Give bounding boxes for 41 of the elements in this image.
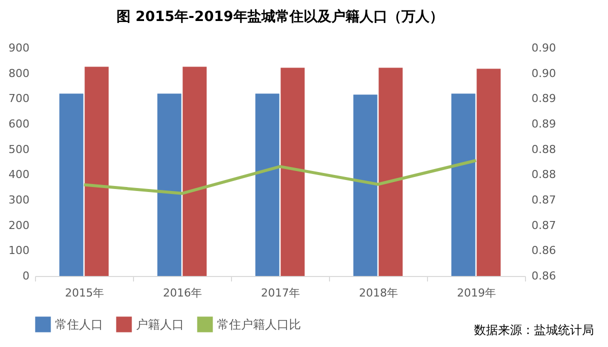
line-series xyxy=(82,158,478,195)
bar xyxy=(476,68,501,276)
legend-label: 户籍人口 xyxy=(136,317,184,332)
y2-tick-label: 0.90 xyxy=(532,66,556,80)
bar xyxy=(157,94,182,276)
y-tick-label: 100 xyxy=(8,244,30,258)
y-tick-label: 200 xyxy=(8,218,30,232)
x-tick-label: 2016年 xyxy=(163,286,202,300)
x-tick-label: 2019年 xyxy=(457,286,496,300)
y2-tick-label: 0.89 xyxy=(532,92,556,106)
y-tick-label: 300 xyxy=(8,194,30,206)
y2-tick-label: 0.86 xyxy=(532,244,556,258)
y-tick-label: 600 xyxy=(8,118,30,130)
bar xyxy=(378,68,403,276)
bar xyxy=(59,94,84,276)
x-tick-label: 2017年 xyxy=(261,286,300,300)
y-tick-label: 700 xyxy=(8,92,30,106)
y2-tick-label: 0.86 xyxy=(532,270,556,282)
y2-tick-label: 0.88 xyxy=(532,168,556,182)
y2-tick-label: 0.88 xyxy=(532,142,556,156)
x-tick-label: 2015年 xyxy=(65,286,104,300)
bar xyxy=(182,66,207,276)
y2-tick-label: 0.87 xyxy=(532,218,556,232)
y-tick-label: 0 xyxy=(22,270,30,282)
y2-tick-label: 0.87 xyxy=(532,194,556,206)
y-tick-label: 800 xyxy=(8,66,30,80)
y2-tick-label: 0.90 xyxy=(532,42,556,54)
bar xyxy=(280,68,305,276)
y-tick-label: 500 xyxy=(8,142,30,156)
bar xyxy=(353,94,378,276)
bar xyxy=(451,94,476,276)
y-tick-label: 900 xyxy=(8,42,30,54)
legend-label: 常住人口 xyxy=(55,317,103,332)
y2-tick-label: 0.89 xyxy=(532,118,556,130)
y-tick-label: 400 xyxy=(8,168,30,182)
bar xyxy=(255,94,280,276)
chart-title: 图 2015年-2019年盐城常住以及户籍人口（万人） xyxy=(116,8,444,25)
bar xyxy=(84,66,109,276)
x-tick-label: 2018年 xyxy=(359,286,398,300)
legend-label: 常住户籍人口比 xyxy=(217,317,301,332)
source-note: 数据来源：盐城统计局 xyxy=(474,322,594,339)
